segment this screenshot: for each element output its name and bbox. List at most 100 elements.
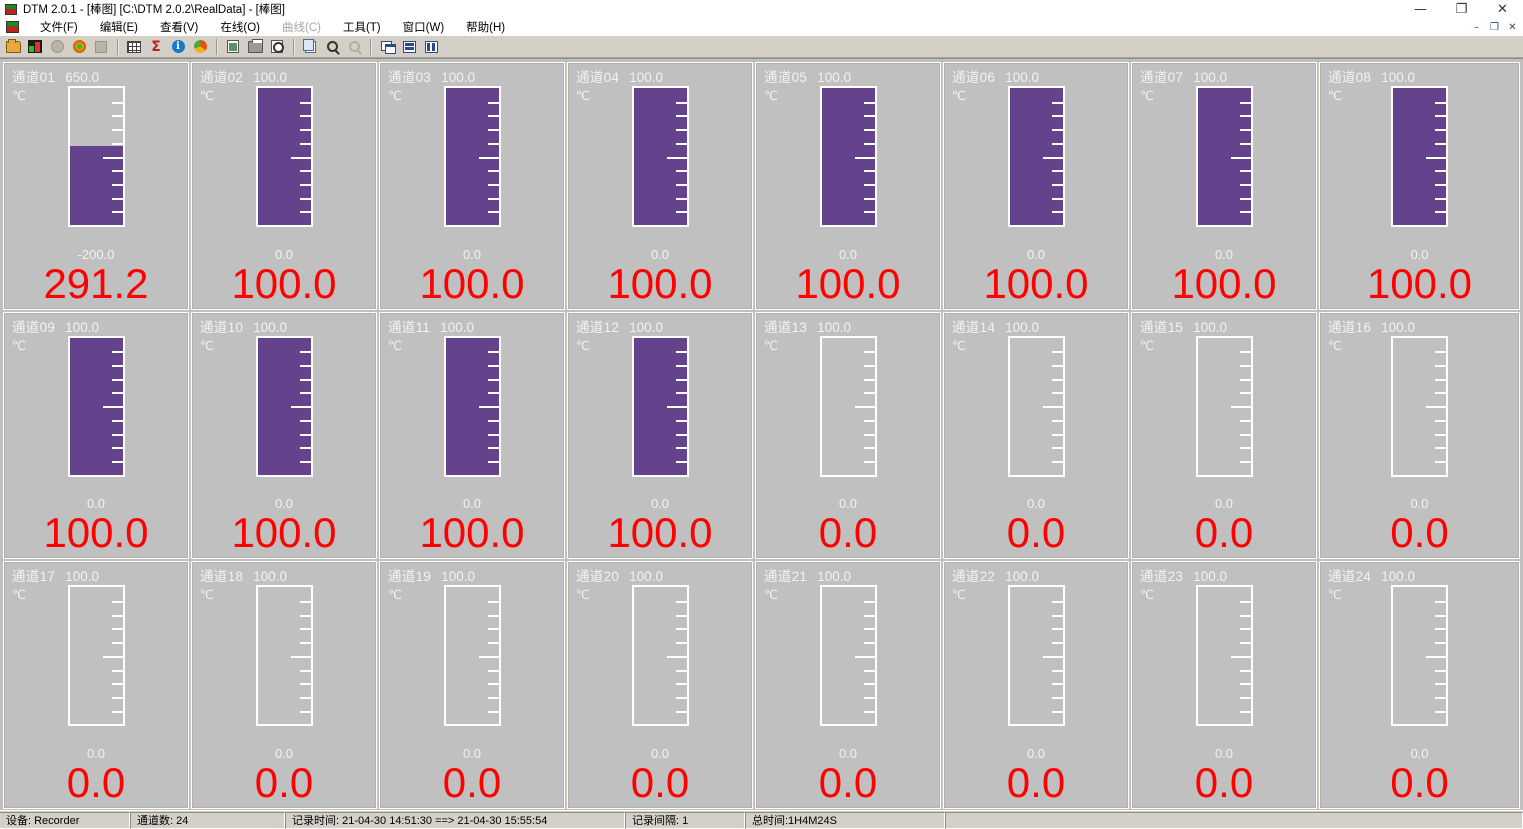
gauge-area — [380, 86, 564, 248]
channel-header: 通道10 100.0 — [192, 316, 376, 336]
channel-panel[interactable]: 通道11 100.0 ℃ 0.0 100.0 — [379, 311, 565, 560]
channel-max-label: 100.0 — [253, 569, 288, 585]
channel-panel[interactable]: 通道20 100.0 ℃ 0.0 0.0 — [567, 561, 753, 809]
channel-name: 通道06 — [952, 70, 996, 85]
channel-panel[interactable]: 通道22 100.0 ℃ 0.0 0.0 — [943, 561, 1129, 809]
channel-panel[interactable]: 通道09 100.0 ℃ 0.0 100.0 — [3, 311, 189, 560]
status-bar: 设备: Recorder 通道数: 24 记录时间: 21-04-30 14:5… — [0, 810, 1523, 829]
channel-max-label: 100.0 — [65, 319, 100, 335]
channel-value: 100.0 — [231, 259, 337, 307]
channel-value: 0.0 — [66, 759, 126, 806]
channel-value: 0.0 — [442, 759, 502, 806]
channel-panel[interactable]: 通道07 100.0 ℃ 0.0 100.0 — [1131, 62, 1317, 310]
channel-name: 通道21 — [764, 569, 808, 585]
status-filler — [945, 811, 1523, 829]
channel-min-label: 0.0 — [1214, 746, 1234, 761]
channel-panel[interactable]: 通道18 100.0 ℃ 0.0 0.0 — [191, 561, 377, 809]
channel-panel[interactable]: 通道14 100.0 ℃ 0.0 0.0 — [943, 311, 1129, 560]
channel-bar-gauge — [1195, 585, 1253, 727]
close-button[interactable]: ✕ — [1497, 1, 1508, 17]
channel-panel[interactable]: 通道21 100.0 ℃ 0.0 0.0 — [755, 561, 941, 809]
menu-item-online[interactable]: 在线(O) — [220, 22, 260, 34]
channel-min-label: 0.0 — [650, 746, 670, 761]
table-view-button[interactable] — [124, 37, 144, 56]
channel-name: 通道01 — [12, 70, 56, 85]
print-preview-button[interactable] — [267, 37, 287, 56]
cascade-windows-button[interactable] — [377, 37, 397, 56]
menu-item-help[interactable]: 帮助(H) — [466, 22, 506, 34]
status-device: 设备: Recorder — [0, 811, 130, 829]
channel-min-label: 0.0 — [1026, 746, 1046, 761]
channel-max-label: 100.0 — [440, 319, 475, 335]
channel-unit: ℃ — [1140, 588, 1155, 603]
channel-panel[interactable]: 通道10 100.0 ℃ 0.0 100.0 — [191, 311, 377, 560]
channel-panel[interactable]: 通道15 100.0 ℃ 0.0 0.0 — [1131, 311, 1317, 560]
start-record-button[interactable] — [69, 37, 89, 56]
channel-bar-gauge — [67, 335, 125, 477]
menu-item-file[interactable]: 文件(F) — [40, 22, 78, 34]
channel-panel[interactable]: 通道06 100.0 ℃ 0.0 100.0 — [943, 62, 1129, 310]
channel-max-label: 100.0 — [1381, 569, 1416, 585]
gauge-ticks — [666, 338, 687, 475]
channel-panel[interactable]: 通道03 100.0 ℃ 0.0 100.0 — [379, 62, 565, 310]
channel-max-label: 100.0 — [629, 70, 664, 85]
channel-panel[interactable]: 通道13 100.0 ℃ 0.0 0.0 — [755, 311, 941, 560]
channel-value: 0.0 — [818, 759, 878, 806]
gauge-ticks — [290, 338, 311, 475]
channel-header: 通道21 100.0 — [756, 565, 940, 585]
channel-unit: ℃ — [764, 89, 779, 103]
pie-chart-button[interactable] — [190, 37, 210, 56]
channel-panel[interactable]: 通道04 100.0 ℃ 0.0 100.0 — [567, 62, 753, 310]
menu-item-window[interactable]: 窗口(W) — [402, 22, 445, 34]
copy-button[interactable] — [300, 37, 320, 56]
channel-panel[interactable]: 通道05 100.0 ℃ 0.0 100.0 — [755, 62, 941, 310]
maximize-button[interactable]: ❐ — [1455, 1, 1468, 17]
info-button[interactable]: i — [168, 37, 188, 56]
channel-panel[interactable]: 通道19 100.0 ℃ 0.0 0.0 — [379, 561, 565, 809]
chart-view-button[interactable] — [25, 37, 45, 56]
menu-item-tools[interactable]: 工具(T) — [342, 22, 381, 34]
channel-header: 通道16 100.0 — [1320, 316, 1519, 336]
app-logo-icon — [5, 3, 17, 15]
tile-vertical-button[interactable] — [421, 37, 441, 56]
channel-header: 通道18 100.0 — [192, 565, 376, 585]
channel-bar-gauge — [67, 86, 125, 227]
channel-panel[interactable]: 通道16 100.0 ℃ 0.0 0.0 — [1319, 311, 1520, 560]
minimize-button[interactable]: — — [1414, 1, 1427, 17]
channel-panel[interactable]: 通道02 100.0 ℃ 0.0 100.0 — [191, 62, 377, 310]
channel-header: 通道17 100.0 — [4, 565, 188, 585]
channel-bar-gauge — [1391, 86, 1448, 227]
channel-name: 通道19 — [388, 569, 432, 585]
status-record-time: 记录时间: 21-04-30 14:51:30 ==> 21-04-30 15:… — [285, 811, 625, 829]
menu-item-edit[interactable]: 编辑(E) — [99, 22, 139, 34]
print-button[interactable] — [245, 37, 265, 56]
channel-panel[interactable]: 通道12 100.0 ℃ 0.0 100.0 — [567, 311, 753, 560]
gauge-area — [1320, 585, 1519, 747]
open-folder-button[interactable] — [3, 37, 23, 56]
mdi-close-button[interactable]: ✕ — [1508, 22, 1517, 33]
zoom-in-button[interactable] — [322, 37, 342, 56]
pie-chart-icon — [193, 40, 207, 53]
channel-max-label: 100.0 — [817, 569, 852, 585]
statistics-button[interactable]: Σ — [146, 37, 166, 56]
tile-horizontal-icon — [402, 40, 416, 53]
export-excel-button[interactable] — [223, 37, 243, 56]
channel-max-label: 100.0 — [629, 319, 664, 335]
channel-max-label: 100.0 — [1381, 319, 1416, 335]
channel-min-label: 0.0 — [462, 746, 482, 761]
tile-horizontal-button[interactable] — [399, 37, 419, 56]
mdi-app-icon[interactable] — [6, 21, 19, 33]
channel-panel[interactable]: 通道23 100.0 ℃ 0.0 0.0 — [1131, 561, 1317, 809]
menu-item-view[interactable]: 查看(V) — [160, 22, 199, 34]
channel-panel[interactable]: 通道08 100.0 ℃ 0.0 100.0 — [1319, 62, 1520, 310]
channel-panel[interactable]: 通道17 100.0 ℃ 0.0 0.0 — [3, 561, 189, 809]
toolbar: Σ i — [0, 36, 1523, 58]
mdi-restore-button[interactable]: ❐ — [1490, 22, 1499, 33]
channel-panel[interactable]: 通道24 100.0 ℃ 0.0 0.0 — [1319, 561, 1520, 809]
bar-graph-window: 通道01 650.0 ℃ -200.0 291.2 通道02 100.0 ℃ 0.0 100.0 通… — [0, 58, 1523, 810]
mdi-minimize-button[interactable]: – — [1474, 22, 1479, 33]
channel-panel[interactable]: 通道01 650.0 ℃ -200.0 291.2 — [3, 62, 189, 310]
channel-header: 通道09 100.0 — [4, 316, 188, 336]
gauge-ticks — [1426, 88, 1446, 225]
